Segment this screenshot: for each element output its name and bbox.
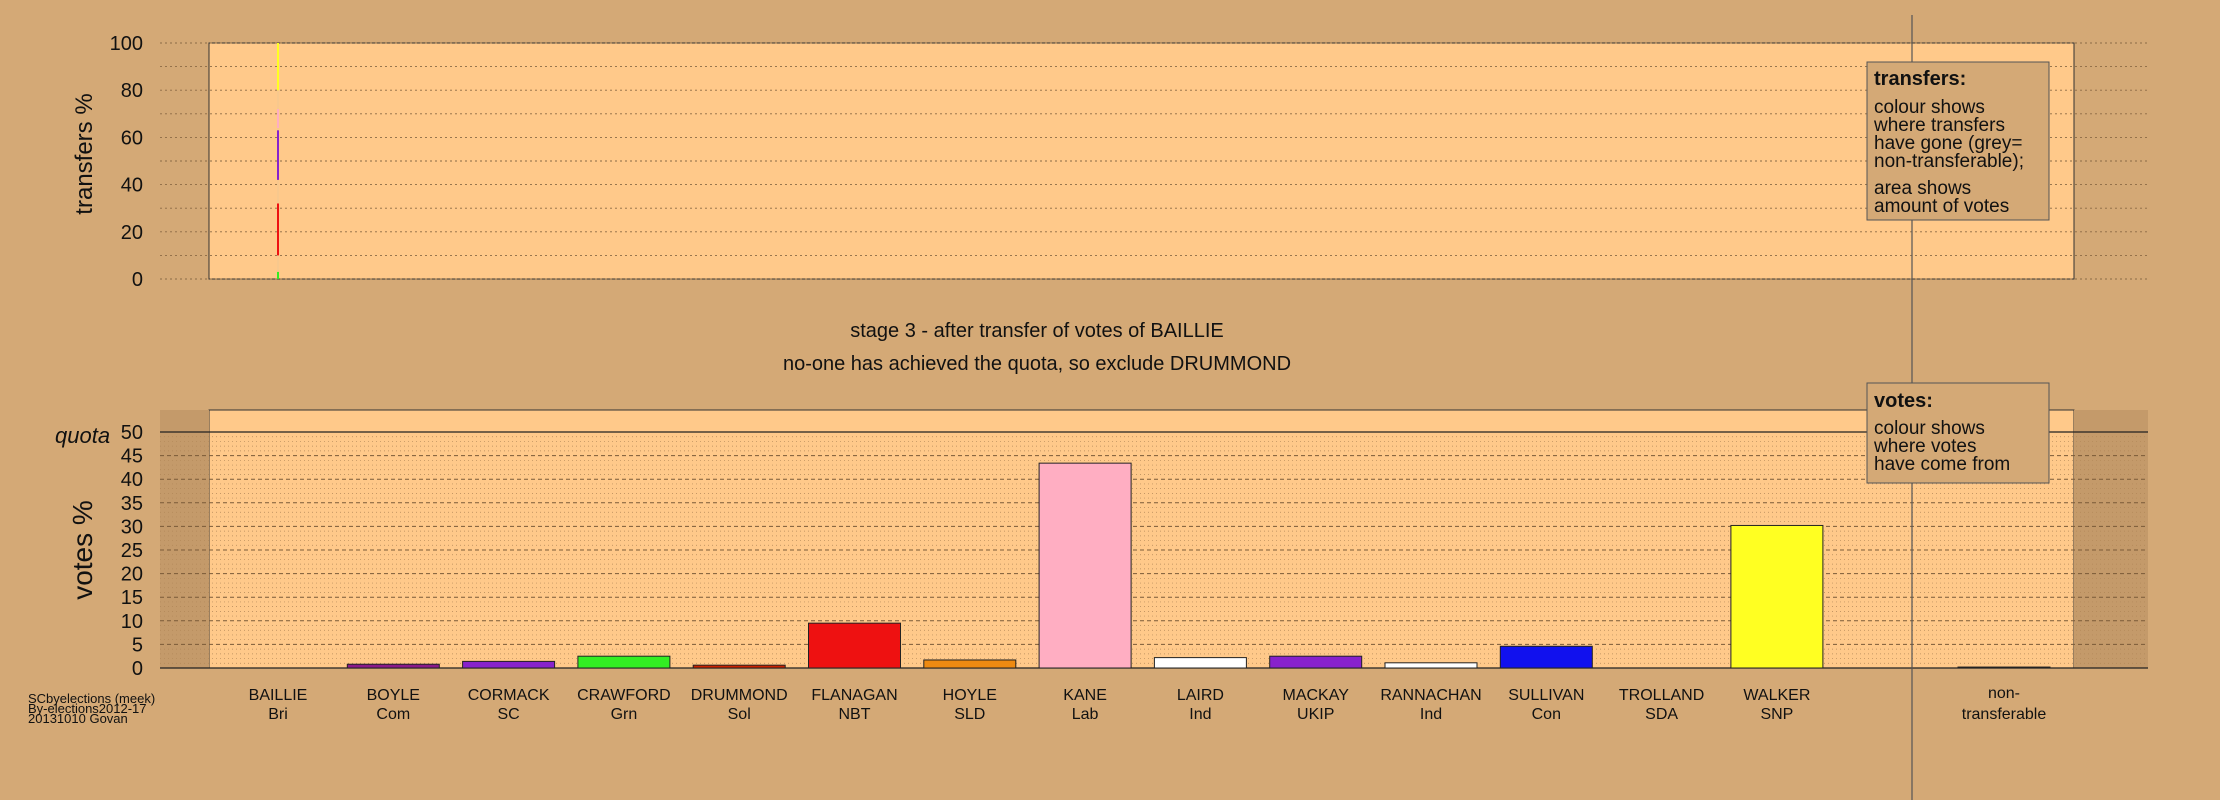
footer-line: By-elections2012-17 xyxy=(28,701,147,716)
candidate-party: SLD xyxy=(954,706,985,723)
candidate-party: SDA xyxy=(1645,706,1678,723)
candidate-party: SNP xyxy=(1760,706,1793,723)
candidate-party: Ind xyxy=(1420,706,1442,723)
vote-bar xyxy=(1499,645,1593,669)
transfer-segment xyxy=(277,109,279,128)
vote-bar xyxy=(1153,657,1247,669)
y-tick-label: 0 xyxy=(132,658,143,680)
transfers-y-label: transfers % xyxy=(71,93,98,214)
votes-plot-area xyxy=(160,409,2148,669)
transfer-segment xyxy=(277,130,279,180)
votes-y-label: votes % xyxy=(67,500,98,600)
candidate-party: Com xyxy=(376,706,410,723)
footer-line: 20131010 Govan xyxy=(28,711,128,726)
y-tick-label: 25 xyxy=(121,540,143,562)
y-tick-label: 60 xyxy=(121,127,143,149)
y-tick-label: 20 xyxy=(121,564,143,586)
candidate-party: Con xyxy=(1532,706,1561,723)
votes-bars xyxy=(346,462,2051,669)
transfers-legend-line: area shows xyxy=(1874,178,1971,199)
nontransferable-label: transferable xyxy=(1962,706,2047,723)
vote-bar xyxy=(346,663,440,669)
vote-bar xyxy=(1384,662,1478,669)
footer-line: SCbyelections (meek) xyxy=(28,691,155,706)
candidate-name: DRUMMOND xyxy=(691,687,788,704)
candidate-name: BOYLE xyxy=(367,687,420,704)
candidate-name: CORMACK xyxy=(468,687,550,704)
nontransferable-bar xyxy=(1957,666,2051,669)
stage-title: stage 3 - after transfer of votes of BAI… xyxy=(850,320,1224,342)
candidate-name: KANE xyxy=(1063,687,1107,704)
y-tick-label: 20 xyxy=(121,222,143,244)
y-tick-label: 40 xyxy=(121,175,143,197)
candidate-labels: BAILLIE Bri BOYLE Com CORMACK SC CRAWFORD Grn DR… xyxy=(249,685,2047,723)
candidate-party: Ind xyxy=(1189,706,1211,723)
vote-bar xyxy=(808,622,901,669)
vote-bar xyxy=(923,659,1017,669)
y-tick-label: 100 xyxy=(110,33,143,55)
candidate-party: Grn xyxy=(611,706,638,723)
candidate-name: RANNACHAN xyxy=(1380,687,1481,704)
candidate-name: LAIRD xyxy=(1177,687,1224,704)
candidate-name: FLANAGAN xyxy=(811,687,897,704)
y-tick-label: 30 xyxy=(121,516,143,538)
candidate-party: Sol xyxy=(728,706,751,723)
y-tick-label: 10 xyxy=(121,611,143,633)
transfer-segment xyxy=(277,203,279,256)
y-tick-label: 35 xyxy=(121,493,143,515)
votes-legend-line: have come from xyxy=(1874,454,2010,475)
vote-bar xyxy=(692,664,786,669)
candidate-name: MACKAY xyxy=(1283,687,1350,704)
transfers-legend: transfers: colour shows where transfers … xyxy=(1866,61,2050,221)
vote-bar xyxy=(1269,655,1363,669)
candidate-party: Lab xyxy=(1072,706,1099,723)
vote-bar xyxy=(462,660,556,669)
transfer-segment xyxy=(277,43,279,91)
transfers-y-axis: 0 20 40 60 80 100 xyxy=(110,33,143,291)
votes-legend-title: votes: xyxy=(1874,390,1933,412)
transfers-legend-title: transfers: xyxy=(1874,68,1966,90)
transfers-segments xyxy=(277,43,279,279)
candidate-name: SULLIVAN xyxy=(1508,687,1584,704)
y-tick-label: 80 xyxy=(121,80,143,102)
y-tick-label: 0 xyxy=(132,269,143,291)
votes-legend-line: colour shows xyxy=(1874,418,1985,439)
transfers-legend-line: colour shows xyxy=(1874,97,1985,118)
nontransferable-label: non- xyxy=(1988,685,2020,702)
transfers-legend-line: have gone (grey= xyxy=(1874,133,2022,154)
vote-bar xyxy=(577,655,671,669)
candidate-name: TROLLAND xyxy=(1619,687,1704,704)
votes-legend: votes: colour shows where votes have com… xyxy=(1866,382,2050,484)
transfers-legend-line: where transfers xyxy=(1873,115,2005,136)
y-tick-label: 40 xyxy=(121,469,143,491)
candidate-party: SC xyxy=(497,706,519,723)
candidate-party: UKIP xyxy=(1297,706,1334,723)
candidate-name: CRAWFORD xyxy=(577,687,671,704)
candidate-name: BAILLIE xyxy=(249,687,308,704)
vote-bar xyxy=(1730,524,1824,669)
transfers-gridlines xyxy=(160,42,2148,280)
y-tick-label: 15 xyxy=(121,587,143,609)
candidate-name: HOYLE xyxy=(943,687,997,704)
transfers-legend-line: non-transferable); xyxy=(1874,151,2024,172)
candidate-party: Bri xyxy=(268,706,288,723)
y-tick-label: 5 xyxy=(132,634,143,656)
vote-bar xyxy=(1038,462,1132,669)
y-tick-label: 50 xyxy=(121,422,143,444)
stage-subtitle: no-one has achieved the quota, so exclud… xyxy=(783,353,1291,375)
transfer-segment xyxy=(277,271,279,279)
transfers-legend-line: amount of votes xyxy=(1874,196,2009,217)
y-tick-label: 45 xyxy=(121,446,143,468)
candidate-party: NBT xyxy=(839,706,871,723)
votes-legend-line: where votes xyxy=(1873,436,1976,457)
candidate-name: WALKER xyxy=(1743,687,1810,704)
quota-label: quota xyxy=(55,423,110,448)
